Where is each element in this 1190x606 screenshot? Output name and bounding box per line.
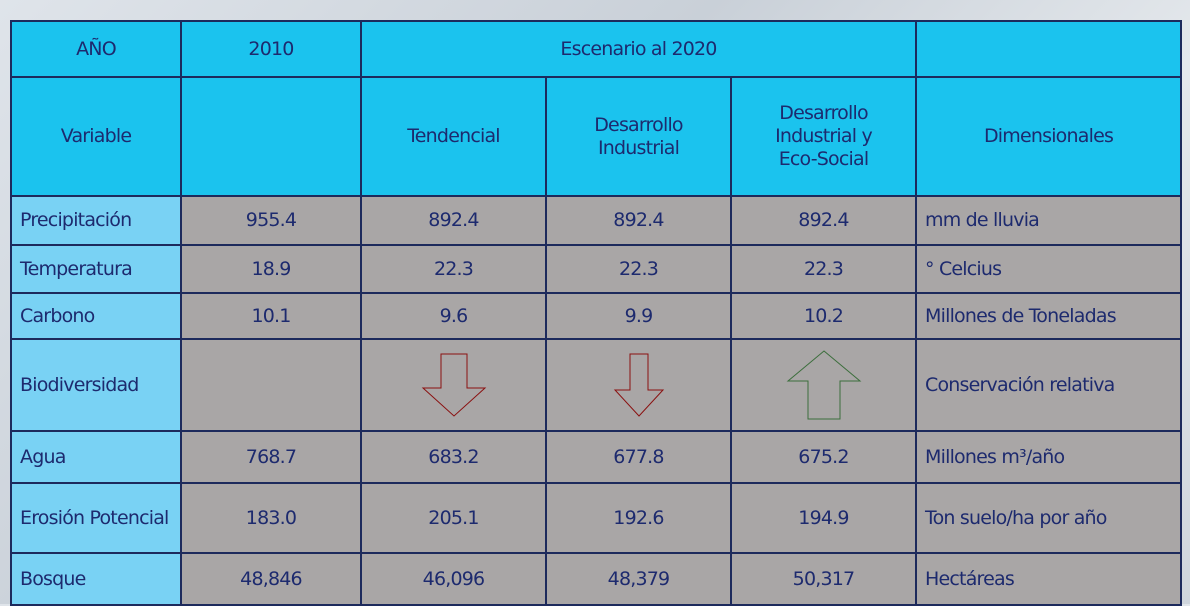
value-cell: 22.3 [361, 245, 546, 293]
down-arrow [611, 350, 667, 420]
variable-cell: Temperatura [11, 245, 181, 293]
trend-cell [361, 339, 546, 431]
down-arrow [419, 350, 489, 420]
header-cell: Variable [11, 77, 181, 196]
unit-cell: Hectáreas [916, 553, 1181, 605]
trend-cell [546, 339, 731, 431]
variable-cell: Erosión Potencial [11, 483, 181, 553]
value-cell: 46,096 [361, 553, 546, 605]
value-cell: 22.3 [731, 245, 916, 293]
value-cell: 22.3 [546, 245, 731, 293]
scenario-table: AÑO 2010 Escenario al 2020 Variable Tend… [10, 20, 1182, 606]
value-cell: 892.4 [546, 196, 731, 245]
value-cell: 10.2 [731, 293, 916, 339]
value-cell: 48,846 [181, 553, 361, 605]
unit-cell: mm de lluvia [916, 196, 1181, 245]
variable-cell: Precipitación [11, 196, 181, 245]
unit-cell: ° Celcius [916, 245, 1181, 293]
value-cell: 9.9 [546, 293, 731, 339]
unit-cell: Conservación relativa [916, 339, 1181, 431]
table-body: AÑO 2010 Escenario al 2020 Variable Tend… [11, 21, 1181, 605]
header-cell: Desarrollo Industrial y Eco-Social [731, 77, 916, 196]
unit-cell: Millones de Toneladas [916, 293, 1181, 339]
value-cell: 183.0 [181, 483, 361, 553]
value-cell: 18.9 [181, 245, 361, 293]
value-cell [181, 339, 361, 431]
header-cell [916, 21, 1181, 77]
value-cell: 892.4 [361, 196, 546, 245]
value-cell: 892.4 [731, 196, 916, 245]
header-cell: Dimensionales [916, 77, 1181, 196]
variable-cell: Carbono [11, 293, 181, 339]
value-cell: 768.7 [181, 431, 361, 483]
value-cell: 9.6 [361, 293, 546, 339]
value-cell: 677.8 [546, 431, 731, 483]
value-cell: 955.4 [181, 196, 361, 245]
page: AÑO 2010 Escenario al 2020 Variable Tend… [0, 0, 1190, 604]
header-cell: Desarrollo Industrial [546, 77, 731, 196]
value-cell: 48,379 [546, 553, 731, 605]
value-cell: 10.1 [181, 293, 361, 339]
variable-cell: Bosque [11, 553, 181, 605]
header-cell: AÑO [11, 21, 181, 77]
value-cell: 50,317 [731, 553, 916, 605]
header-cell: Tendencial [361, 77, 546, 196]
value-cell: 675.2 [731, 431, 916, 483]
header-cell: 2010 [181, 21, 361, 77]
header-cell: Escenario al 2020 [361, 21, 916, 77]
value-cell: 194.9 [731, 483, 916, 553]
variable-cell: Agua [11, 431, 181, 483]
table-row: Biodiversidad Conservación relativa [11, 339, 1181, 431]
variable-cell: Biodiversidad [11, 339, 181, 431]
value-cell: 192.6 [546, 483, 731, 553]
trend-cell [731, 339, 916, 431]
header-cell [181, 77, 361, 196]
up-arrow [784, 347, 864, 423]
value-cell: 205.1 [361, 483, 546, 553]
unit-cell: Ton suelo/ha por año [916, 483, 1181, 553]
value-cell: 683.2 [361, 431, 546, 483]
unit-cell: Millones m³/año [916, 431, 1181, 483]
